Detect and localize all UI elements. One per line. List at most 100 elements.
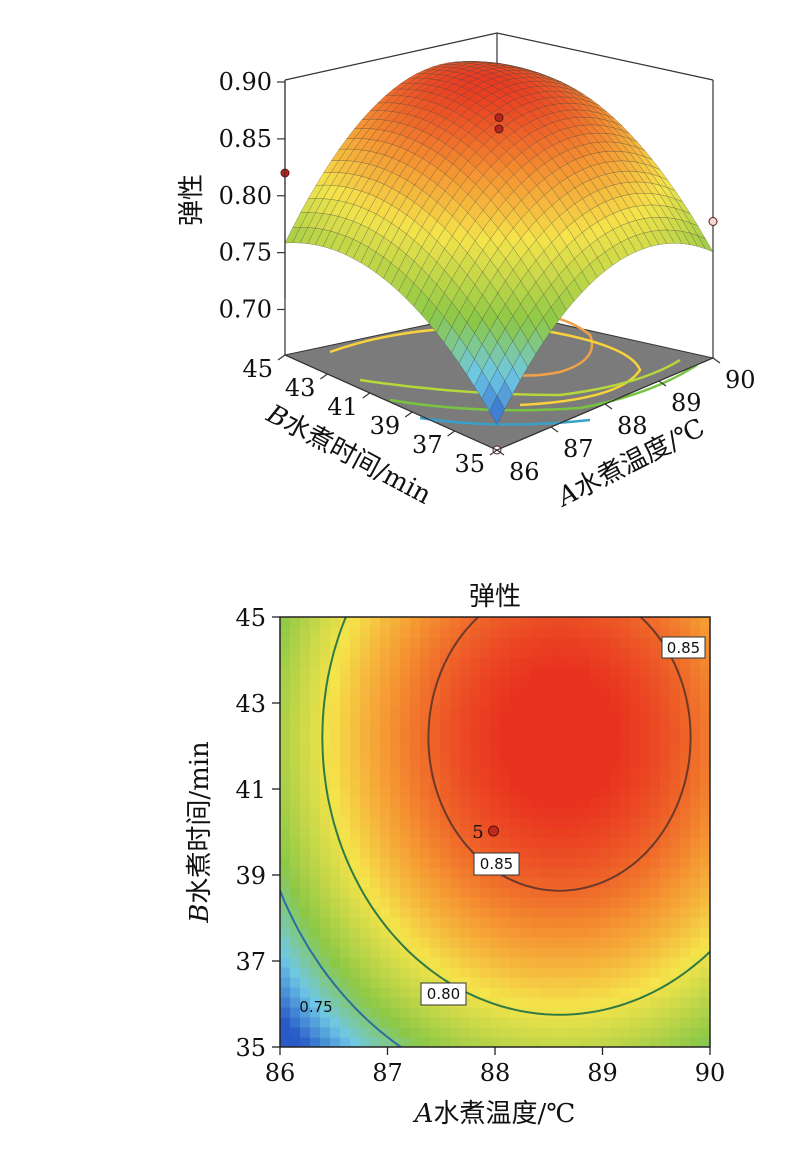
heatmap-cell [640, 1007, 651, 1018]
heatmap-cell [410, 1027, 421, 1038]
heatmap-cell [660, 907, 671, 918]
heatmap-cell [580, 907, 591, 918]
heatmap-cell [350, 807, 361, 818]
heatmap-cell [530, 657, 541, 668]
heatmap-cell [490, 847, 501, 858]
heatmap-cell [700, 1037, 710, 1047]
heatmap-cell [670, 967, 681, 978]
heatmap-cell [380, 647, 391, 658]
heatmap-cell [400, 617, 411, 628]
heatmap-cell [650, 927, 661, 938]
heatmap-cell [600, 1037, 611, 1047]
heatmap-cell [550, 947, 561, 958]
heatmap-cell [300, 947, 311, 958]
a-tick-label: 90 [725, 366, 756, 394]
heatmap-cell [460, 797, 471, 808]
heatmap-cell [470, 757, 481, 768]
heatmap-cell [300, 747, 311, 758]
heatmap-cell [470, 827, 481, 838]
heatmap-cell [520, 947, 531, 958]
heatmap-cell [650, 1007, 661, 1018]
heatmap-cell [470, 997, 481, 1008]
heatmap-cell [340, 657, 351, 668]
heatmap-cell [440, 947, 451, 958]
heatmap-cell [700, 987, 710, 998]
heatmap-cell [510, 737, 521, 748]
heatmap-cell [680, 877, 691, 888]
heatmap-cell [320, 827, 331, 838]
heatmap-cell [670, 987, 681, 998]
heatmap-cell [630, 717, 641, 728]
heatmap-cell [540, 957, 551, 968]
heatmap-cell [360, 657, 371, 668]
heatmap-cell [410, 637, 421, 648]
heatmap-cell [550, 1007, 561, 1018]
heatmap-cell [500, 937, 511, 948]
heatmap-cell [280, 687, 291, 698]
heatmap-cell [530, 677, 541, 688]
heatmap-cell [300, 977, 311, 988]
heatmap-cell [660, 937, 671, 948]
heatmap-cell [650, 957, 661, 968]
heatmap-cell [320, 767, 331, 778]
heatmap-cell [690, 757, 701, 768]
heatmap-cell [280, 847, 291, 858]
a-tick-mark [496, 449, 505, 456]
heatmap-cell [640, 997, 651, 1008]
heatmap-cell [490, 727, 501, 738]
heatmap-cell [470, 1017, 481, 1028]
heatmap-cell [620, 957, 631, 968]
heatmap-cell [470, 747, 481, 758]
heatmap-cell [640, 1017, 651, 1028]
heatmap-cell [410, 747, 421, 758]
heatmap-cell [510, 727, 521, 738]
heatmap-cell [490, 737, 501, 748]
heatmap-cell [420, 947, 431, 958]
heatmap-cell [700, 777, 710, 788]
heatmap-cell [630, 1007, 641, 1018]
heatmap-cell [680, 717, 691, 728]
heatmap-cell [630, 687, 641, 698]
heatmap-cell [590, 657, 601, 668]
heatmap-cell [420, 867, 431, 878]
heatmap-cell [360, 717, 371, 728]
heatmap-cell [620, 677, 631, 688]
heatmap-cell [680, 767, 691, 778]
heatmap-cell [300, 877, 311, 888]
heatmap-cell [460, 947, 471, 958]
heatmap-cell [470, 887, 481, 898]
heatmap-cell [610, 997, 621, 1008]
heatmap-cell [430, 707, 441, 718]
heatmap-cell [530, 707, 541, 718]
heatmap-cell [360, 677, 371, 688]
heatmap-cell [600, 627, 611, 638]
heatmap-cell [340, 957, 351, 968]
heatmap-cell [510, 697, 521, 708]
heatmap-cell [480, 977, 491, 988]
heatmap-cell [530, 877, 541, 888]
heatmap-cell [470, 807, 481, 818]
heatmap-cell [690, 667, 701, 678]
heatmap-cell [300, 857, 311, 868]
heatmap-cell [440, 907, 451, 918]
heatmap-cell [700, 697, 710, 708]
heatmap-cell [460, 957, 471, 968]
heatmap-cell [410, 957, 421, 968]
heatmap-cell [380, 857, 391, 868]
heatmap-cell [280, 617, 291, 628]
heatmap-cell [510, 847, 521, 858]
heatmap-cell [430, 637, 441, 648]
heatmap-cell [280, 887, 291, 898]
heatmap-cell [340, 677, 351, 688]
heatmap-cell [310, 647, 321, 658]
heatmap-cell [480, 887, 491, 898]
heatmap-cell [460, 827, 471, 838]
heatmap-cell [540, 867, 551, 878]
heatmap-cell [410, 947, 421, 958]
heatmap-cell [390, 977, 401, 988]
heatmap-cell [490, 897, 501, 908]
heatmap-cell [430, 827, 441, 838]
heatmap-cell [680, 937, 691, 948]
heatmap-cell [460, 867, 471, 878]
heatmap-cell [340, 1027, 351, 1038]
